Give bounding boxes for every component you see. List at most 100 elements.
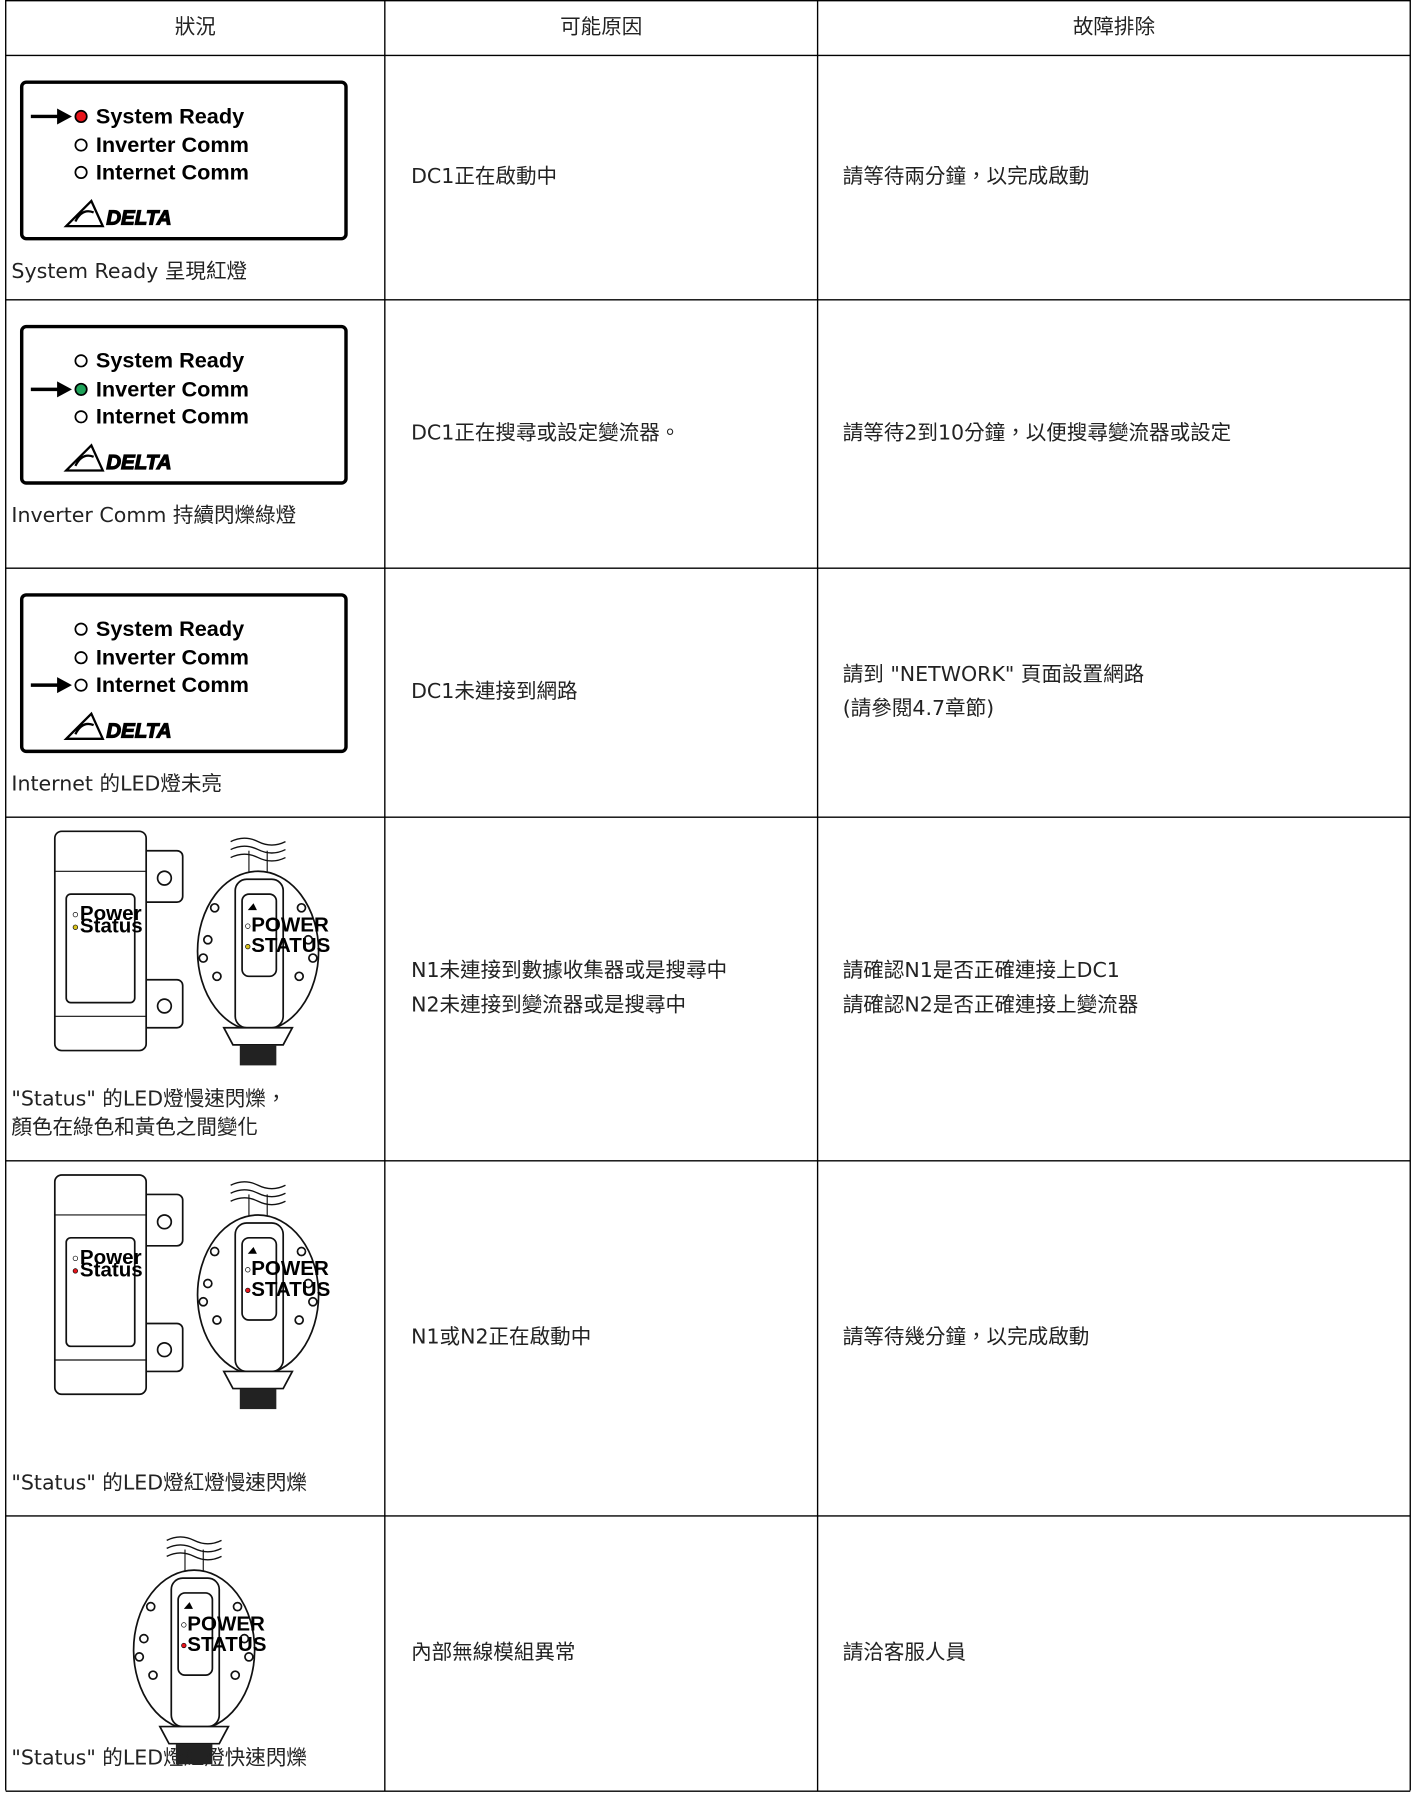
cause-text: N1或N2正在啟動中 (411, 1325, 591, 1349)
n2-hole (308, 953, 318, 963)
led (74, 678, 88, 692)
delta-logo (63, 711, 105, 740)
status-caption: Internet 的LED燈未亮 (11, 771, 222, 795)
n2-cable (230, 1197, 286, 1206)
fix-text: 請洽客服人員 (843, 1640, 966, 1664)
n1-window (65, 893, 136, 1004)
n1-led (72, 912, 78, 918)
n2-hole (134, 1652, 145, 1662)
cause-text: N1未連接到數據收集器或是搜尋中 (411, 958, 727, 982)
n2-hole (145, 1601, 156, 1612)
n2-hole (296, 902, 307, 913)
n2-connector (239, 1388, 277, 1410)
n2-hole (232, 1601, 243, 1612)
cause-text: DC1未連接到網路 (411, 679, 578, 703)
arrow-head (57, 677, 72, 694)
n2-led (245, 923, 251, 929)
status-caption: System Ready 呈現紅燈 (11, 259, 247, 283)
n2-cable (230, 1189, 286, 1198)
led-label: Internet Comm (96, 404, 249, 429)
fix-text: 請等待2到10分鐘，以便搜尋變流器或設定 (843, 420, 1232, 444)
n2-connector (239, 1044, 277, 1066)
delta-logo (63, 443, 105, 472)
led-label: System Ready (96, 348, 244, 373)
led (74, 651, 88, 665)
delta-logo-text: DELTA (106, 451, 171, 474)
n1-hole (156, 1342, 173, 1358)
n2-cable (230, 845, 286, 854)
row: System Ready Inverter Comm Internet Comm DE… (11, 324, 1232, 527)
n2-hole (198, 1296, 209, 1307)
n1-hole (156, 870, 173, 886)
led-label: Internet Comm (96, 672, 249, 697)
led (74, 622, 88, 636)
led-label: Internet Comm (96, 159, 249, 184)
n2-hole (139, 1633, 149, 1644)
n1-led-label: Power (80, 902, 142, 925)
status-caption: 顏色在綠色和黃色之間變化 (11, 1115, 258, 1139)
fix-text: 請確認N1是否正確連接上DC1 (843, 958, 1120, 982)
n2-hole (303, 1278, 314, 1289)
led (74, 382, 88, 396)
cause-text: 內部無線模組異常 (411, 1640, 575, 1664)
led (74, 410, 88, 424)
led-panel-frame (19, 593, 348, 754)
fix-text: 請等待兩分鐘，以完成啟動 (843, 164, 1090, 188)
n2-hole (202, 934, 213, 945)
n2-hole (239, 1633, 250, 1644)
n2-hole (212, 1315, 222, 1325)
n2-cable (230, 1181, 286, 1190)
led-panel-frame (19, 324, 348, 485)
delta-logo-text: DELTA (106, 207, 171, 230)
led (74, 138, 88, 152)
n1-led (72, 1268, 78, 1274)
n2-led (181, 1622, 187, 1628)
arrow-head (57, 108, 72, 125)
n1-led-label: Status (80, 915, 143, 938)
led (74, 109, 88, 124)
n2-led-label: STATUS (251, 934, 330, 957)
status-caption: "Status" 的LED燈紅燈慢速閃爍 (11, 1470, 307, 1494)
n2-led (181, 1642, 187, 1649)
n2-base (222, 1370, 294, 1390)
n2-face (241, 1236, 278, 1321)
led-label: Inverter Comm (96, 645, 249, 670)
n2-connector (175, 1743, 213, 1765)
n1-led-label: Power (80, 1246, 142, 1269)
row: POWERSTATUS"Status" 的LED燈紅燈快速閃爍內部無線模組異常請… (11, 1536, 966, 1770)
n2-hole (303, 934, 314, 945)
fix-text: 請等待幾分鐘，以完成啟動 (843, 1325, 1090, 1349)
status-caption: "Status" 的LED燈慢速閃爍， (11, 1087, 286, 1111)
n2-face (177, 1592, 214, 1677)
cause-text: DC1正在搜尋或設定變流器。 (411, 420, 680, 444)
n2-hole (209, 1246, 220, 1257)
n2-hole (294, 971, 305, 982)
n2-hole (296, 1246, 307, 1257)
n2-cable (166, 1536, 222, 1545)
n2-hole (148, 1670, 158, 1681)
n2-hole (244, 1652, 254, 1662)
header-cell: 狀況 (175, 14, 216, 38)
n2-hole (294, 1315, 305, 1325)
status-caption: "Status" 的LED燈紅燈快速閃爍 (11, 1746, 307, 1770)
led-label: Inverter Comm (96, 376, 249, 401)
n1-hole (156, 1214, 173, 1230)
n2-logo (183, 1602, 193, 1609)
n2-cable (230, 853, 286, 862)
n1-window (65, 1236, 136, 1348)
n2-led-label: POWER (187, 1612, 265, 1635)
n2-hole (212, 971, 222, 982)
arrow-head (57, 381, 72, 398)
header-cell: 可能原因 (560, 14, 642, 38)
n2-led-label: STATUS (187, 1633, 266, 1656)
delta-logo (63, 199, 105, 228)
led-label: System Ready (96, 616, 244, 641)
n2-cable (230, 837, 286, 846)
